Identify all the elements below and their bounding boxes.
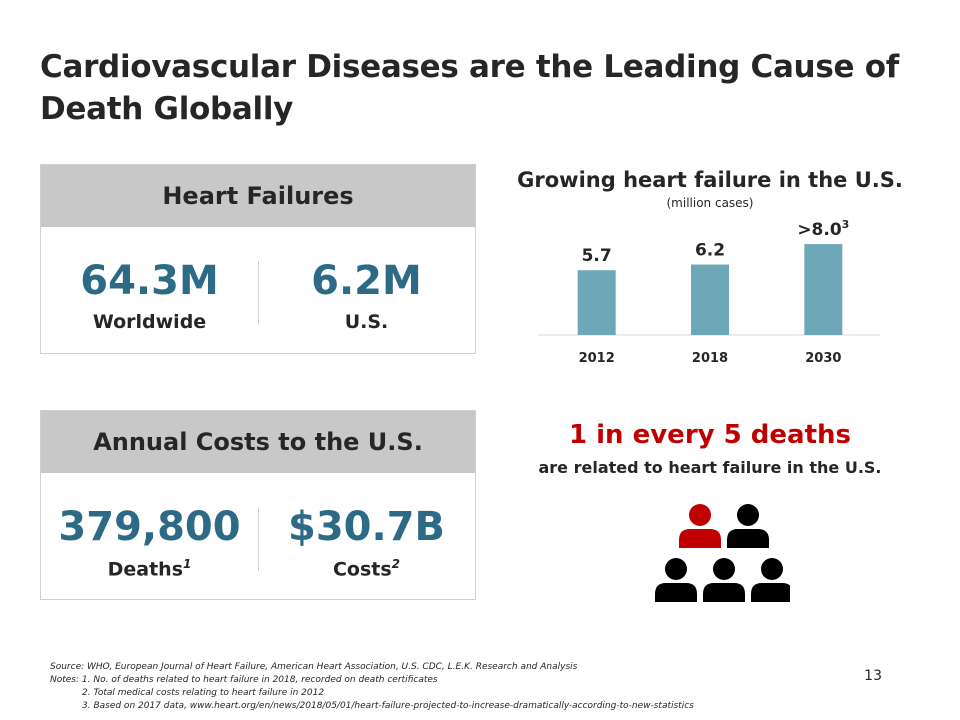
worldwide-stat: 64.3M Worldwide <box>41 227 258 333</box>
costs-label: Costs2 <box>332 557 401 581</box>
person-highlighted-icon <box>679 504 721 548</box>
us-stat: 6.2M U.S. <box>258 227 475 333</box>
costs-stat: $30.7B Costs2 <box>258 473 475 580</box>
person-icon <box>703 558 745 602</box>
us-value: 6.2M <box>311 258 422 304</box>
data-label-2030: >8.03 <box>797 218 849 240</box>
chart-subtitle: (million cases) <box>666 196 754 210</box>
deaths-value: 379,800 <box>58 504 241 550</box>
heart-failure-bar-chart: 5.7 2012 6.2 2018 >8.03 2030 <box>538 218 880 366</box>
tick-label-2018: 2018 <box>692 351 728 366</box>
deaths-headline: 1 in every 5 deaths <box>568 420 851 450</box>
stat-divider <box>258 507 259 571</box>
annual-costs-header: Annual Costs to the U.S. <box>41 411 475 473</box>
person-icon <box>655 558 697 602</box>
person-icon <box>727 504 769 548</box>
tick-label-2030: 2030 <box>805 351 841 366</box>
annual-costs-card: Annual Costs to the U.S. 379,800 Deaths1… <box>40 410 476 600</box>
note-2: 2. Total medical costs relating to heart… <box>82 688 325 698</box>
worldwide-label: Worldwide <box>92 311 207 333</box>
deaths-subtext: are related to heart failure in the U.S. <box>538 458 882 477</box>
page-title: Cardiovascular Diseases are the Leading … <box>40 49 899 127</box>
tick-label-2012: 2012 <box>579 351 615 366</box>
heart-failures-body: 64.3M Worldwide 6.2M U.S. <box>41 227 475 353</box>
chart-title: Growing heart failure in the U.S. <box>517 168 903 192</box>
page-number: 13 <box>864 668 882 684</box>
bar-2018 <box>691 264 729 335</box>
stat-divider <box>258 261 259 325</box>
person-icon <box>751 558 790 602</box>
source-note: Source: WHO, European Journal of Heart F… <box>50 662 578 672</box>
heart-failures-header: Heart Failures <box>41 165 475 227</box>
annual-costs-body: 379,800 Deaths1 $30.7B Costs2 <box>41 473 475 599</box>
note-1: Notes: 1. No. of deaths related to heart… <box>50 675 438 685</box>
deaths-label: Deaths1 <box>107 557 192 581</box>
data-label-2018: 6.2 <box>695 241 725 261</box>
data-label-2012: 5.7 <box>582 246 612 266</box>
bar-2012 <box>577 270 616 335</box>
heart-failures-card: Heart Failures 64.3M Worldwide 6.2M U.S. <box>40 164 476 354</box>
costs-value: $30.7B <box>287 504 445 550</box>
footnotes: Source: WHO, European Journal of Heart F… <box>50 661 694 713</box>
worldwide-value: 64.3M <box>80 258 219 304</box>
people-icon-group <box>655 504 790 602</box>
us-label: U.S. <box>344 311 389 333</box>
deaths-stat: 379,800 Deaths1 <box>41 473 258 580</box>
note-3: 3. Based on 2017 data, www.heart.org/en/… <box>82 701 694 711</box>
bar-2030 <box>804 244 843 335</box>
